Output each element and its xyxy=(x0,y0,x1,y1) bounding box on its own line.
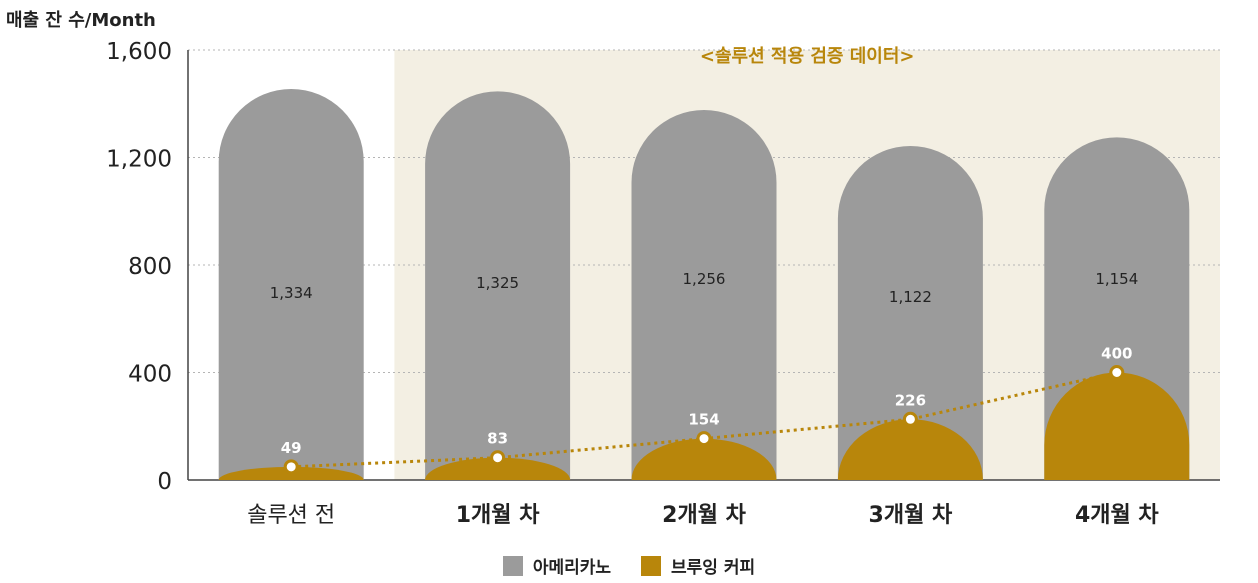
bar-brewing xyxy=(837,419,983,480)
bar-americano xyxy=(218,89,364,480)
bar-americano xyxy=(631,110,777,480)
y-tick-label: 1,600 xyxy=(106,39,172,65)
data-label-brewing: 226 xyxy=(895,391,926,409)
bar-americano xyxy=(425,91,571,480)
bar-americano xyxy=(837,145,983,480)
legend-label-brewing: 브루잉 커피 xyxy=(671,558,756,578)
x-tick-label: 4개월 차 xyxy=(1075,503,1159,528)
y-tick-label: 400 xyxy=(128,362,172,388)
x-tick-label: 솔루션 전 xyxy=(247,503,335,528)
y-tick-label: 800 xyxy=(128,254,172,280)
y-axis-title: 매출 잔 수/Month xyxy=(6,10,156,31)
x-tick-label: 2개월 차 xyxy=(662,503,746,528)
data-label-americano: 1,334 xyxy=(270,284,313,302)
chart-canvas: 0 400 800 1,200 1,600 <솔루션 적용 검증 데이터> 1,334 1,3… xyxy=(106,39,1220,528)
bar-brewing xyxy=(1044,372,1190,480)
legend: 아메리카노 브루잉 커피 xyxy=(0,553,1258,578)
data-label-brewing: 83 xyxy=(487,430,508,448)
point-brewing xyxy=(490,450,506,466)
x-tick-label: 1개월 차 xyxy=(456,503,540,528)
data-label-brewing: 154 xyxy=(688,411,719,429)
legend-swatch-americano xyxy=(502,555,523,576)
data-label-americano: 1,154 xyxy=(1095,270,1138,288)
data-label-brewing: 49 xyxy=(281,439,302,457)
data-label-brewing: 400 xyxy=(1101,345,1132,363)
legend-swatch-brewing xyxy=(641,555,662,576)
y-tick-label: 1,200 xyxy=(106,147,172,173)
x-tick-label: 3개월 차 xyxy=(869,503,953,528)
data-label-americano: 1,122 xyxy=(889,288,932,306)
data-label-americano: 1,325 xyxy=(476,274,519,292)
point-brewing xyxy=(696,431,712,447)
legend-label-americano: 아메리카노 xyxy=(532,558,612,578)
legend-item-brewing: 브루잉 커피 xyxy=(641,553,755,578)
annotation-label: <솔루션 적용 검증 데이터> xyxy=(700,46,915,67)
point-brewing xyxy=(902,411,918,427)
point-brewing xyxy=(1109,365,1125,380)
data-label-americano: 1,256 xyxy=(683,270,726,288)
bar-brewing xyxy=(425,457,571,480)
legend-item-americano: 아메리카노 xyxy=(502,553,612,578)
bar-brewing xyxy=(631,438,777,480)
y-tick-label: 0 xyxy=(157,469,172,495)
point-brewing xyxy=(283,459,299,475)
